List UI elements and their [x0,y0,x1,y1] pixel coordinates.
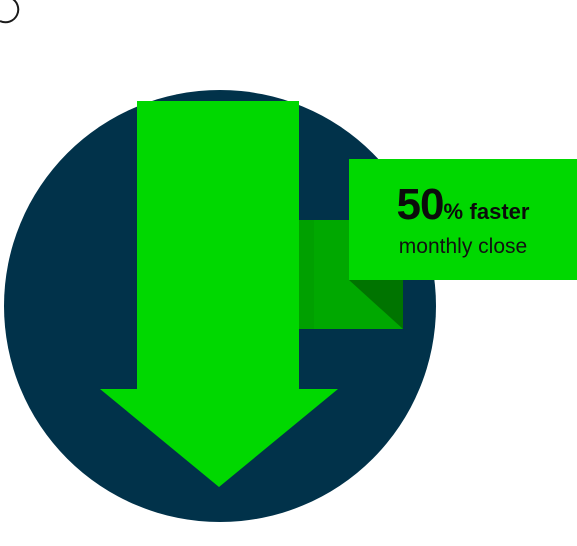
corner-ring-fragment [0,0,20,24]
stat-headline: 50% faster [349,183,577,237]
down-arrow-icon [100,101,338,487]
stat-badge: 50% faster monthly close [349,159,577,280]
stat-value: 50 [396,180,445,229]
stat-unit: % [443,199,464,224]
stat-word: faster [469,199,530,224]
fold-strip [299,220,314,329]
stat-subtitle: monthly close [398,235,528,258]
fold-dark [349,280,403,329]
